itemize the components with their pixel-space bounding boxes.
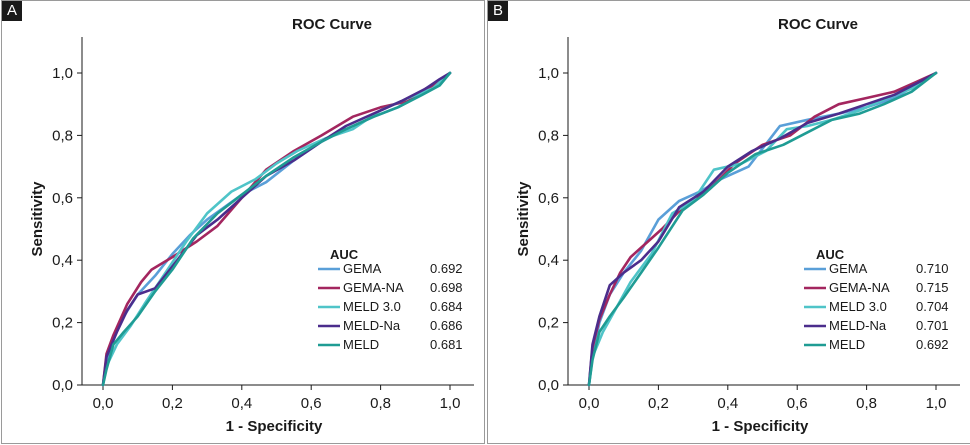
- y-tick-label: 0,2: [52, 315, 73, 332]
- legend-series-name: MELD-Na: [343, 318, 401, 333]
- legend-auc-value: 0.698: [430, 280, 463, 295]
- y-tick-label: 0,8: [52, 127, 73, 144]
- legend-auc-value: 0.704: [916, 299, 949, 314]
- roc-line-meld-na: [101, 71, 452, 387]
- roc-line-gema: [587, 71, 938, 387]
- legend-series-name: MELD-Na: [829, 318, 887, 333]
- legend-series-name: MELD 3.0: [343, 299, 401, 314]
- y-axis-label: Sensitivity: [29, 181, 46, 257]
- y-tick-label: 0,4: [538, 252, 559, 269]
- x-tick-label: 0,6: [787, 395, 808, 412]
- legend-title: AUC: [330, 247, 359, 262]
- x-tick-label: 1,0: [926, 395, 947, 412]
- legend-series-name: GEMA-NA: [829, 280, 890, 295]
- roc-line-meld-3-0: [101, 71, 452, 387]
- roc-line-meld: [101, 71, 452, 387]
- panel-label-a: A: [2, 1, 22, 21]
- y-tick-label: 0,0: [538, 377, 559, 394]
- legend-auc-value: 0.692: [430, 261, 463, 276]
- legend-series-name: MELD: [829, 337, 865, 352]
- roc-line-gema-na: [101, 71, 452, 387]
- roc-line-gema: [101, 71, 452, 387]
- legend-series-name: GEMA-NA: [343, 280, 404, 295]
- y-axis-label: Sensitivity: [515, 181, 532, 257]
- legend-auc-value: 0.692: [916, 337, 949, 352]
- legend-series-name: MELD 3.0: [829, 299, 887, 314]
- x-tick-label: 0,0: [579, 395, 600, 412]
- legend-auc-value: 0.701: [916, 318, 949, 333]
- x-tick-label: 0,6: [301, 395, 322, 412]
- y-tick-label: 0,6: [52, 190, 73, 207]
- legend-title: AUC: [816, 247, 845, 262]
- y-tick-label: 0,0: [52, 377, 73, 394]
- x-axis-label: 1 - Specificity: [226, 418, 323, 435]
- y-tick-label: 0,8: [538, 127, 559, 144]
- y-tick-label: 1,0: [538, 65, 559, 82]
- legend-auc-value: 0.681: [430, 337, 463, 352]
- legend-series-name: MELD: [343, 337, 379, 352]
- roc-line-gema-na: [587, 71, 938, 387]
- roc-chart-b: ROC Curve 0,0 0,2 0,4 0,6 0,8 1,0 0,0 0,2 0,4 0,6 0…: [515, 16, 960, 435]
- legend-auc-value: 0.686: [430, 318, 463, 333]
- x-tick-label: 1,0: [440, 395, 461, 412]
- roc-panel-a: A ROC Curve 0,0 0,2 0,4 0,6 0,8 1,0 0,0 0,2 0,4 0,…: [1, 0, 485, 444]
- x-tick-label: 0,2: [162, 395, 183, 412]
- roc-line-meld-na: [587, 71, 938, 387]
- roc-line-meld-3-0: [587, 71, 938, 387]
- y-tick-label: 0,4: [52, 252, 73, 269]
- y-tick-label: 1,0: [52, 65, 73, 82]
- legend-auc-value: 0.684: [430, 299, 463, 314]
- roc-panel-b: B ROC Curve 0,0 0,2 0,4 0,6 0,8 1,0 0,0 0,2 0,4 0,…: [487, 0, 970, 444]
- legend-auc-value: 0.710: [916, 261, 949, 276]
- chart-title: ROC Curve: [292, 16, 372, 33]
- legend-series-name: GEMA: [343, 261, 382, 276]
- x-tick-label: 0,8: [856, 395, 877, 412]
- roc-line-meld: [587, 71, 938, 387]
- x-tick-label: 0,4: [231, 395, 252, 412]
- y-tick-label: 0,2: [538, 315, 559, 332]
- legend-series-name: GEMA: [829, 261, 868, 276]
- x-axis-label: 1 - Specificity: [712, 418, 809, 435]
- roc-chart-a: ROC Curve 0,0 0,2 0,4 0,6 0,8 1,0 0,0 0,2 0,4 0,6 0…: [29, 16, 474, 435]
- legend-auc-value: 0.715: [916, 280, 949, 295]
- x-tick-label: 0,0: [93, 395, 114, 412]
- x-tick-label: 0,8: [370, 395, 391, 412]
- y-tick-label: 0,6: [538, 190, 559, 207]
- x-tick-label: 0,2: [648, 395, 669, 412]
- x-tick-label: 0,4: [717, 395, 738, 412]
- chart-title: ROC Curve: [778, 16, 858, 33]
- panel-label-b: B: [488, 1, 508, 21]
